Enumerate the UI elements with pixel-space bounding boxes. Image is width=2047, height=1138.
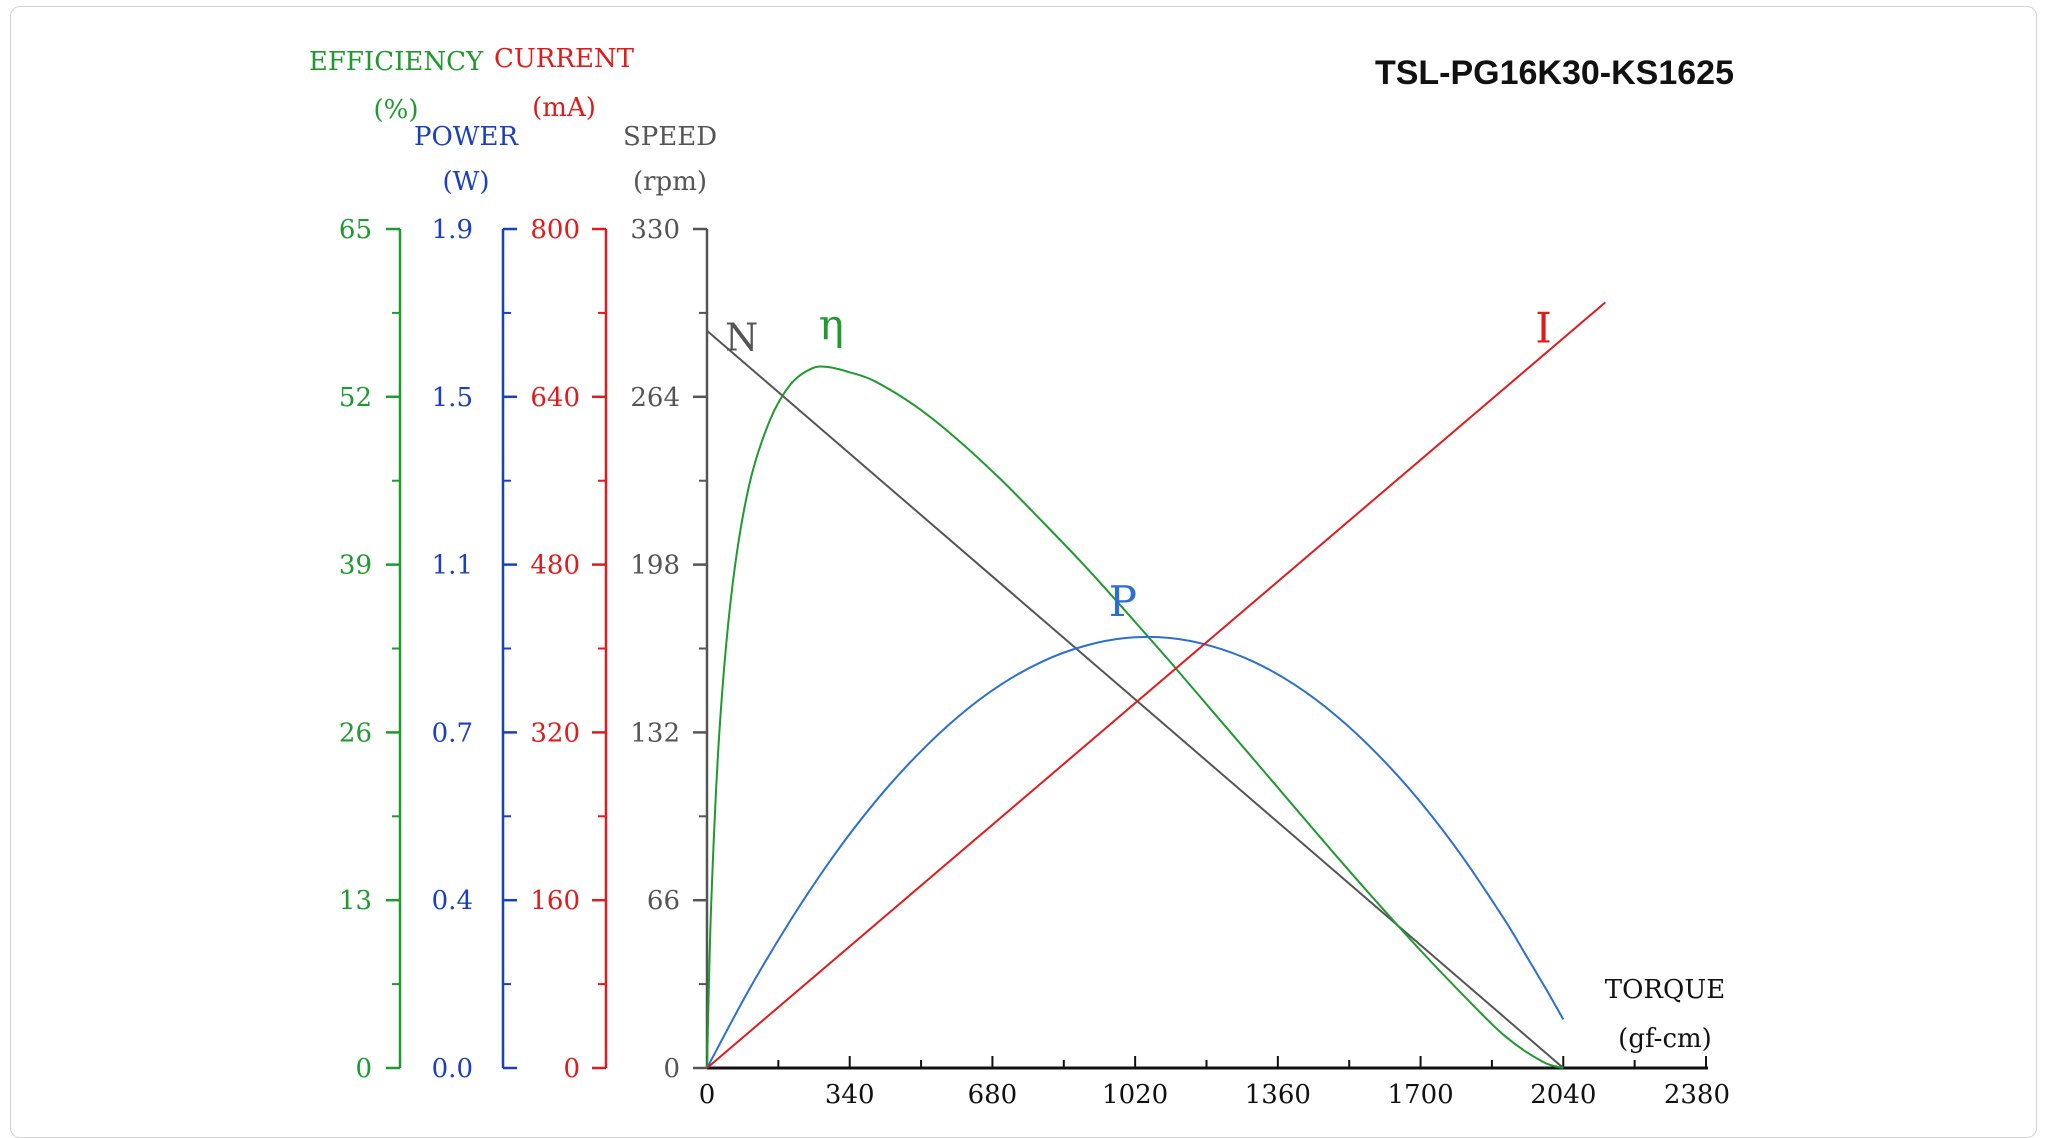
spd-tick-label: 0 [663, 1054, 680, 1084]
chart-title: TSL-PG16K30-KS1625 [1375, 54, 1734, 92]
torque-tick-label: 1020 [1102, 1080, 1168, 1110]
cur-tick-label: 0 [563, 1054, 580, 1084]
spd-tick-label: 132 [630, 718, 680, 748]
spd-tick-label: 330 [630, 215, 680, 245]
chart-frame [10, 6, 2037, 1138]
speed-curve [706, 329, 1564, 1069]
spd-axis-unit: (rpm) [633, 167, 707, 197]
cur-axis: 0 160 320 480 640 800 CURRENT (mA) [494, 44, 635, 1084]
torque-axis: 0 340 680 1020 1360 1700 2040 2380 TORQUE (gf-cm) [699, 975, 1730, 1110]
cur-axis-unit: (mA) [532, 93, 596, 123]
pow-tick-label: 1.5 [432, 383, 473, 413]
pow-tick-label: 0.0 [432, 1054, 473, 1084]
pow-axis-title: POWER [414, 122, 520, 152]
torque-tick-label: 680 [968, 1080, 1018, 1110]
spd-tick-label: 198 [630, 551, 680, 581]
cur-tick-label: 160 [530, 886, 580, 916]
spd-tick-label: 264 [630, 383, 680, 413]
torque-tick-label: 2380 [1664, 1080, 1730, 1110]
current-curve [706, 301, 1606, 1069]
cur-tick-label: 480 [530, 551, 580, 581]
efficiency-curve-label: η [819, 300, 844, 349]
cur-tick-label: 640 [530, 383, 580, 413]
eff-tick-label: 26 [339, 718, 372, 748]
eff-tick-label: 0 [355, 1054, 372, 1084]
pow-axis-unit: (W) [442, 167, 489, 197]
eff-tick-label: 65 [339, 215, 372, 245]
current-curve-label: I [1535, 303, 1552, 352]
pow-tick-label: 1.1 [432, 551, 473, 581]
eff-axis-unit: (%) [374, 95, 419, 125]
torque-axis-title: TORQUE [1605, 975, 1725, 1005]
eff-tick-label: 52 [339, 383, 372, 413]
torque-tick-label: 2040 [1530, 1080, 1596, 1110]
pow-tick-label: 0.4 [432, 886, 473, 916]
pow-tick-label: 1.9 [432, 215, 473, 245]
cur-tick-label: 320 [530, 718, 580, 748]
torque-tick-label: 1700 [1387, 1080, 1453, 1110]
eff-tick-label: 39 [339, 551, 372, 581]
eff-axis: 0 13 26 39 52 65 EFFICIENCY (%) [309, 47, 484, 1084]
spd-tick-label: 66 [647, 886, 680, 916]
efficiency-curve [706, 365, 1564, 1069]
power-curve [706, 635, 1565, 1069]
eff-axis-title: EFFICIENCY [309, 47, 484, 77]
speed-curve-label: N [725, 316, 758, 360]
spd-axis: 0 66 132 198 264 330 SPEED (rpm) [623, 122, 717, 1084]
power-curve-label: P [1109, 577, 1137, 626]
torque-tick-label: 0 [699, 1080, 716, 1110]
cur-axis-title: CURRENT [494, 44, 635, 74]
torque-tick-label: 1360 [1245, 1080, 1311, 1110]
pow-axis: 0.0 0.4 0.7 1.1 1.5 1.9 POWER (W) [414, 122, 520, 1084]
spd-axis-title: SPEED [623, 122, 717, 152]
pow-tick-label: 0.7 [432, 718, 473, 748]
cur-tick-label: 800 [530, 215, 580, 245]
torque-tick-label: 340 [825, 1080, 875, 1110]
torque-axis-unit: (gf-cm) [1618, 1024, 1712, 1054]
eff-tick-label: 13 [339, 886, 372, 916]
